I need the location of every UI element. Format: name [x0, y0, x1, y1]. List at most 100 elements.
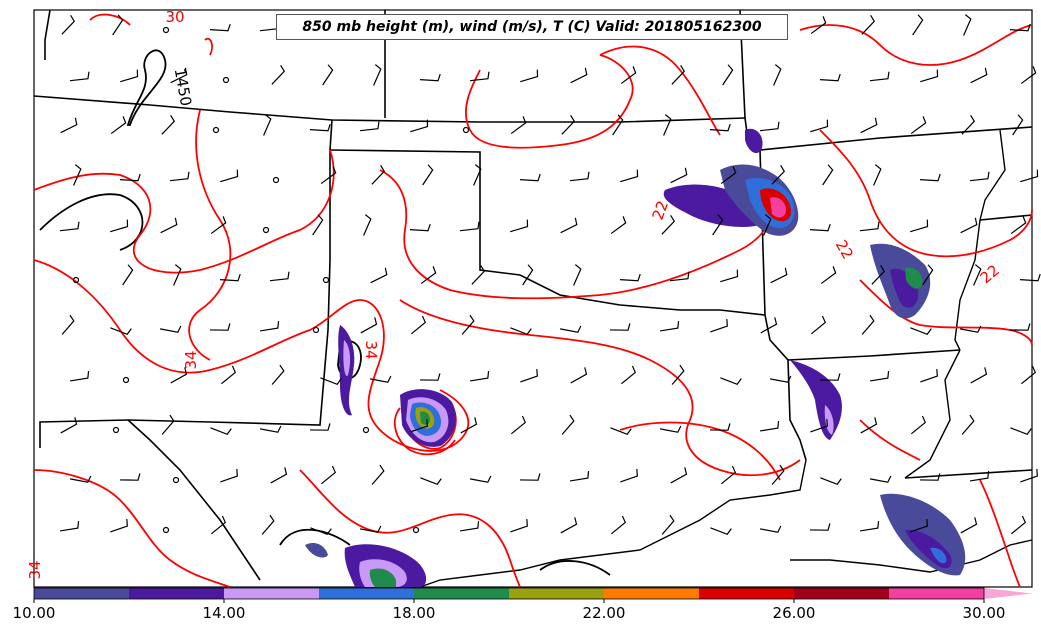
wind-barb: [220, 365, 237, 385]
wind-barb: [1010, 216, 1027, 235]
colorbar-segment: [224, 588, 320, 599]
wind-barb: [620, 469, 638, 483]
wind-barb: [763, 214, 772, 236]
wind-barb: [573, 264, 582, 286]
wind-barb: [709, 123, 731, 132]
calm-wind-marker: [122, 376, 130, 384]
wind-barb: [459, 521, 480, 532]
wind-barb: [970, 67, 988, 84]
wind-barb: [112, 14, 124, 36]
wind-barb: [122, 264, 134, 286]
calm-wind-marker: [222, 76, 230, 84]
wind-barb: [519, 173, 541, 182]
wind-barb: [170, 67, 188, 84]
wind-barb: [769, 375, 792, 383]
wind-barb: [469, 71, 490, 82]
wind-barb: [261, 514, 275, 535]
wind-barb: [661, 215, 676, 235]
wind-barb: [659, 425, 682, 433]
calm-wind-marker: [162, 26, 170, 34]
wind-barb: [659, 321, 680, 332]
wind-barb: [760, 317, 778, 334]
wind-barb: [110, 116, 127, 135]
wind-barb: [220, 169, 239, 183]
wind-barb: [410, 419, 428, 433]
wind-barb: [612, 114, 624, 136]
wind-barb: [271, 364, 285, 385]
wind-barb: [561, 414, 575, 435]
wind-barb: [771, 464, 785, 485]
wind-barb: [59, 221, 80, 232]
wind-barb: [220, 469, 238, 483]
wind-barb: [819, 73, 841, 82]
wind-barb: [409, 223, 431, 232]
wind-barb: [359, 525, 382, 533]
wind-barb: [773, 64, 782, 86]
wind-barb: [210, 427, 232, 435]
wind-barb: [61, 314, 75, 335]
wind-barb: [210, 216, 227, 235]
colorbar-tick-label: 22.00: [582, 604, 626, 622]
wind-barb: [1012, 114, 1024, 136]
map-title: 850 mb height (m), wind (m/s), T (C) Val…: [276, 14, 788, 40]
wind-barb: [73, 164, 82, 186]
wind-barb: [322, 64, 334, 86]
wind-barb: [460, 417, 478, 434]
wind-barb: [371, 165, 386, 185]
wind-barb: [309, 423, 331, 431]
wind-barb: [1010, 427, 1032, 435]
wind-barb: [469, 371, 490, 382]
wind-barb: [669, 271, 690, 282]
wind-barb: [110, 219, 129, 233]
wind-barb: [910, 219, 929, 233]
wind-barb: [560, 517, 578, 534]
calm-wind-marker: [72, 276, 80, 284]
colorbar-segment: [319, 588, 415, 599]
wind-barb: [420, 266, 437, 285]
coastline: [419, 129, 1033, 588]
wind-barb: [709, 423, 731, 431]
wind-barb: [363, 214, 372, 236]
wind-barb: [1020, 365, 1037, 385]
wind-barb: [120, 69, 139, 83]
wind-barb: [61, 15, 76, 35]
wind-barb: [110, 519, 128, 533]
wind-barb: [871, 265, 886, 285]
wind-barb: [371, 464, 385, 485]
wind-barb: [960, 517, 978, 534]
wind-barb: [60, 117, 78, 134]
wind-barb: [819, 373, 841, 381]
temp-contour-label: 34: [362, 340, 380, 359]
wind-barb: [1020, 169, 1039, 183]
wind-barb: [922, 264, 934, 286]
wind-barb: [219, 273, 241, 282]
temp-contour-label: 22: [649, 198, 672, 222]
calm-wind-marker: [162, 526, 170, 534]
colorbar-outline: [33, 587, 985, 600]
calm-wind-marker: [462, 126, 470, 134]
wind-barb: [159, 325, 182, 333]
colorbar-extend-arrow: [984, 588, 1032, 599]
wind-barb: [510, 116, 527, 135]
wind-barb: [259, 425, 282, 433]
wind-barb: [620, 169, 639, 183]
wind-barb: [759, 525, 782, 533]
colorbar: [33, 587, 1032, 603]
wind-barb: [510, 415, 527, 435]
wind-barb: [263, 114, 272, 136]
wind-barb: [169, 171, 190, 182]
calm-wind-marker: [362, 426, 370, 434]
wind-barb: [861, 314, 875, 335]
calm-wind-marker: [312, 326, 320, 334]
wind-barb: [619, 273, 641, 282]
wind-barb: [373, 64, 382, 86]
wind-barb: [110, 327, 132, 335]
wind-barb: [661, 514, 675, 535]
wind-barb: [1019, 273, 1041, 282]
wind-barb: [712, 214, 724, 236]
temp-contour-label: 34: [26, 560, 44, 579]
colorbar-segment: [129, 588, 225, 599]
wind-barb: [510, 219, 529, 233]
wind-barb: [869, 371, 890, 382]
